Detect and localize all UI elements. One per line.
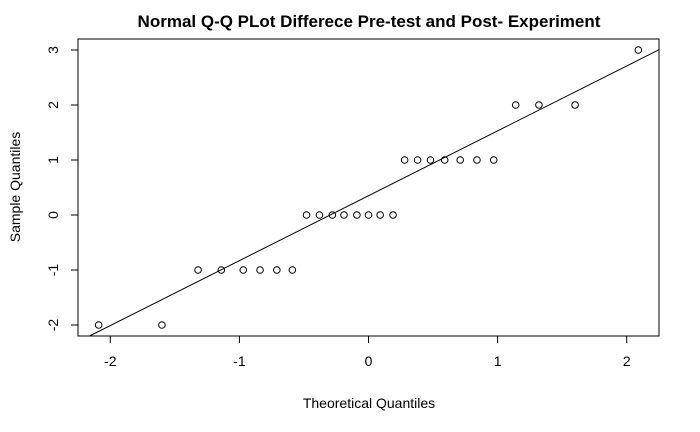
data-point: [288, 266, 297, 274]
data-point: [376, 211, 384, 219]
y-tick-label: 2: [45, 101, 61, 109]
data-point: [571, 101, 579, 109]
data-point: [426, 156, 435, 164]
y-tick-label: 3: [45, 46, 61, 54]
data-point: [353, 211, 361, 219]
x-tick-label: 0: [365, 353, 373, 369]
data-point: [194, 266, 202, 274]
data-point: [440, 156, 449, 164]
data-point: [217, 266, 226, 274]
data-point: [328, 211, 337, 219]
data-point: [364, 211, 373, 219]
data-point: [400, 156, 409, 164]
x-axis-label: Theoretical Quantiles: [303, 395, 435, 411]
plot-frame: [77, 38, 660, 337]
data-point: [489, 156, 498, 164]
data-point: [389, 211, 397, 219]
data-points: [94, 46, 643, 329]
data-point: [273, 266, 281, 274]
x-axis: -2 -1 0 1 2: [104, 335, 631, 369]
data-point: [634, 46, 643, 54]
x-tick-label: 2: [623, 353, 631, 369]
y-axis-label: Sample Quantiles: [7, 132, 23, 243]
data-point: [256, 266, 264, 274]
y-tick-label: 0: [45, 211, 61, 219]
x-tick-label: -2: [104, 353, 117, 369]
data-point: [511, 101, 520, 109]
data-point: [315, 211, 324, 219]
data-point: [456, 156, 464, 164]
qq-reference-line: [89, 49, 660, 337]
y-axis: -2 -1 0 1 2 3: [45, 46, 79, 332]
data-point: [535, 101, 543, 109]
chart-title: Normal Q-Q PLot Differece Pre-test and P…: [138, 12, 601, 31]
x-tick-label: -1: [233, 353, 246, 369]
data-point: [158, 321, 166, 329]
data-point: [94, 321, 103, 329]
data-point: [413, 156, 422, 164]
data-point: [302, 211, 311, 219]
y-tick-label: -1: [45, 264, 61, 277]
y-tick-label: 1: [45, 156, 61, 164]
data-point: [239, 266, 248, 274]
data-point: [340, 211, 348, 219]
y-tick-label: -2: [45, 319, 61, 332]
x-tick-label: 1: [494, 353, 502, 369]
data-point: [473, 156, 481, 164]
